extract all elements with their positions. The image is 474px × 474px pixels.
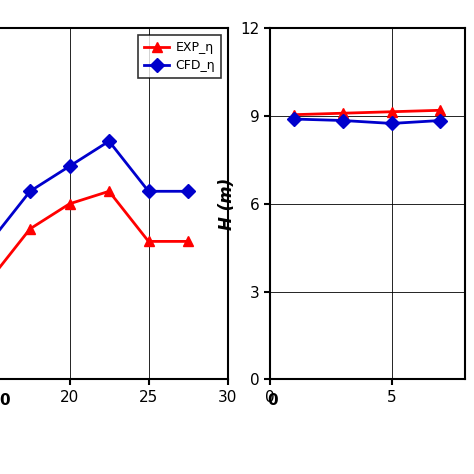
Text: 0: 0	[267, 393, 278, 409]
EXP_η	[106, 189, 112, 194]
CFD_η	[146, 189, 151, 194]
Text: 0: 0	[0, 393, 10, 409]
CFD_η	[67, 164, 73, 169]
CFD_η	[185, 189, 191, 194]
CFD_η	[106, 138, 112, 144]
Line: EXP_η: EXP_η	[0, 186, 193, 284]
EXP_η	[27, 226, 33, 232]
Y-axis label: H (m): H (m)	[219, 178, 237, 230]
Line: CFD_η: CFD_η	[0, 137, 193, 246]
Legend: EXP_η, CFD_η: EXP_η, CFD_η	[138, 35, 221, 78]
EXP_η	[185, 238, 191, 244]
EXP_η	[67, 201, 73, 207]
EXP_η	[146, 238, 151, 244]
CFD_η	[27, 189, 33, 194]
